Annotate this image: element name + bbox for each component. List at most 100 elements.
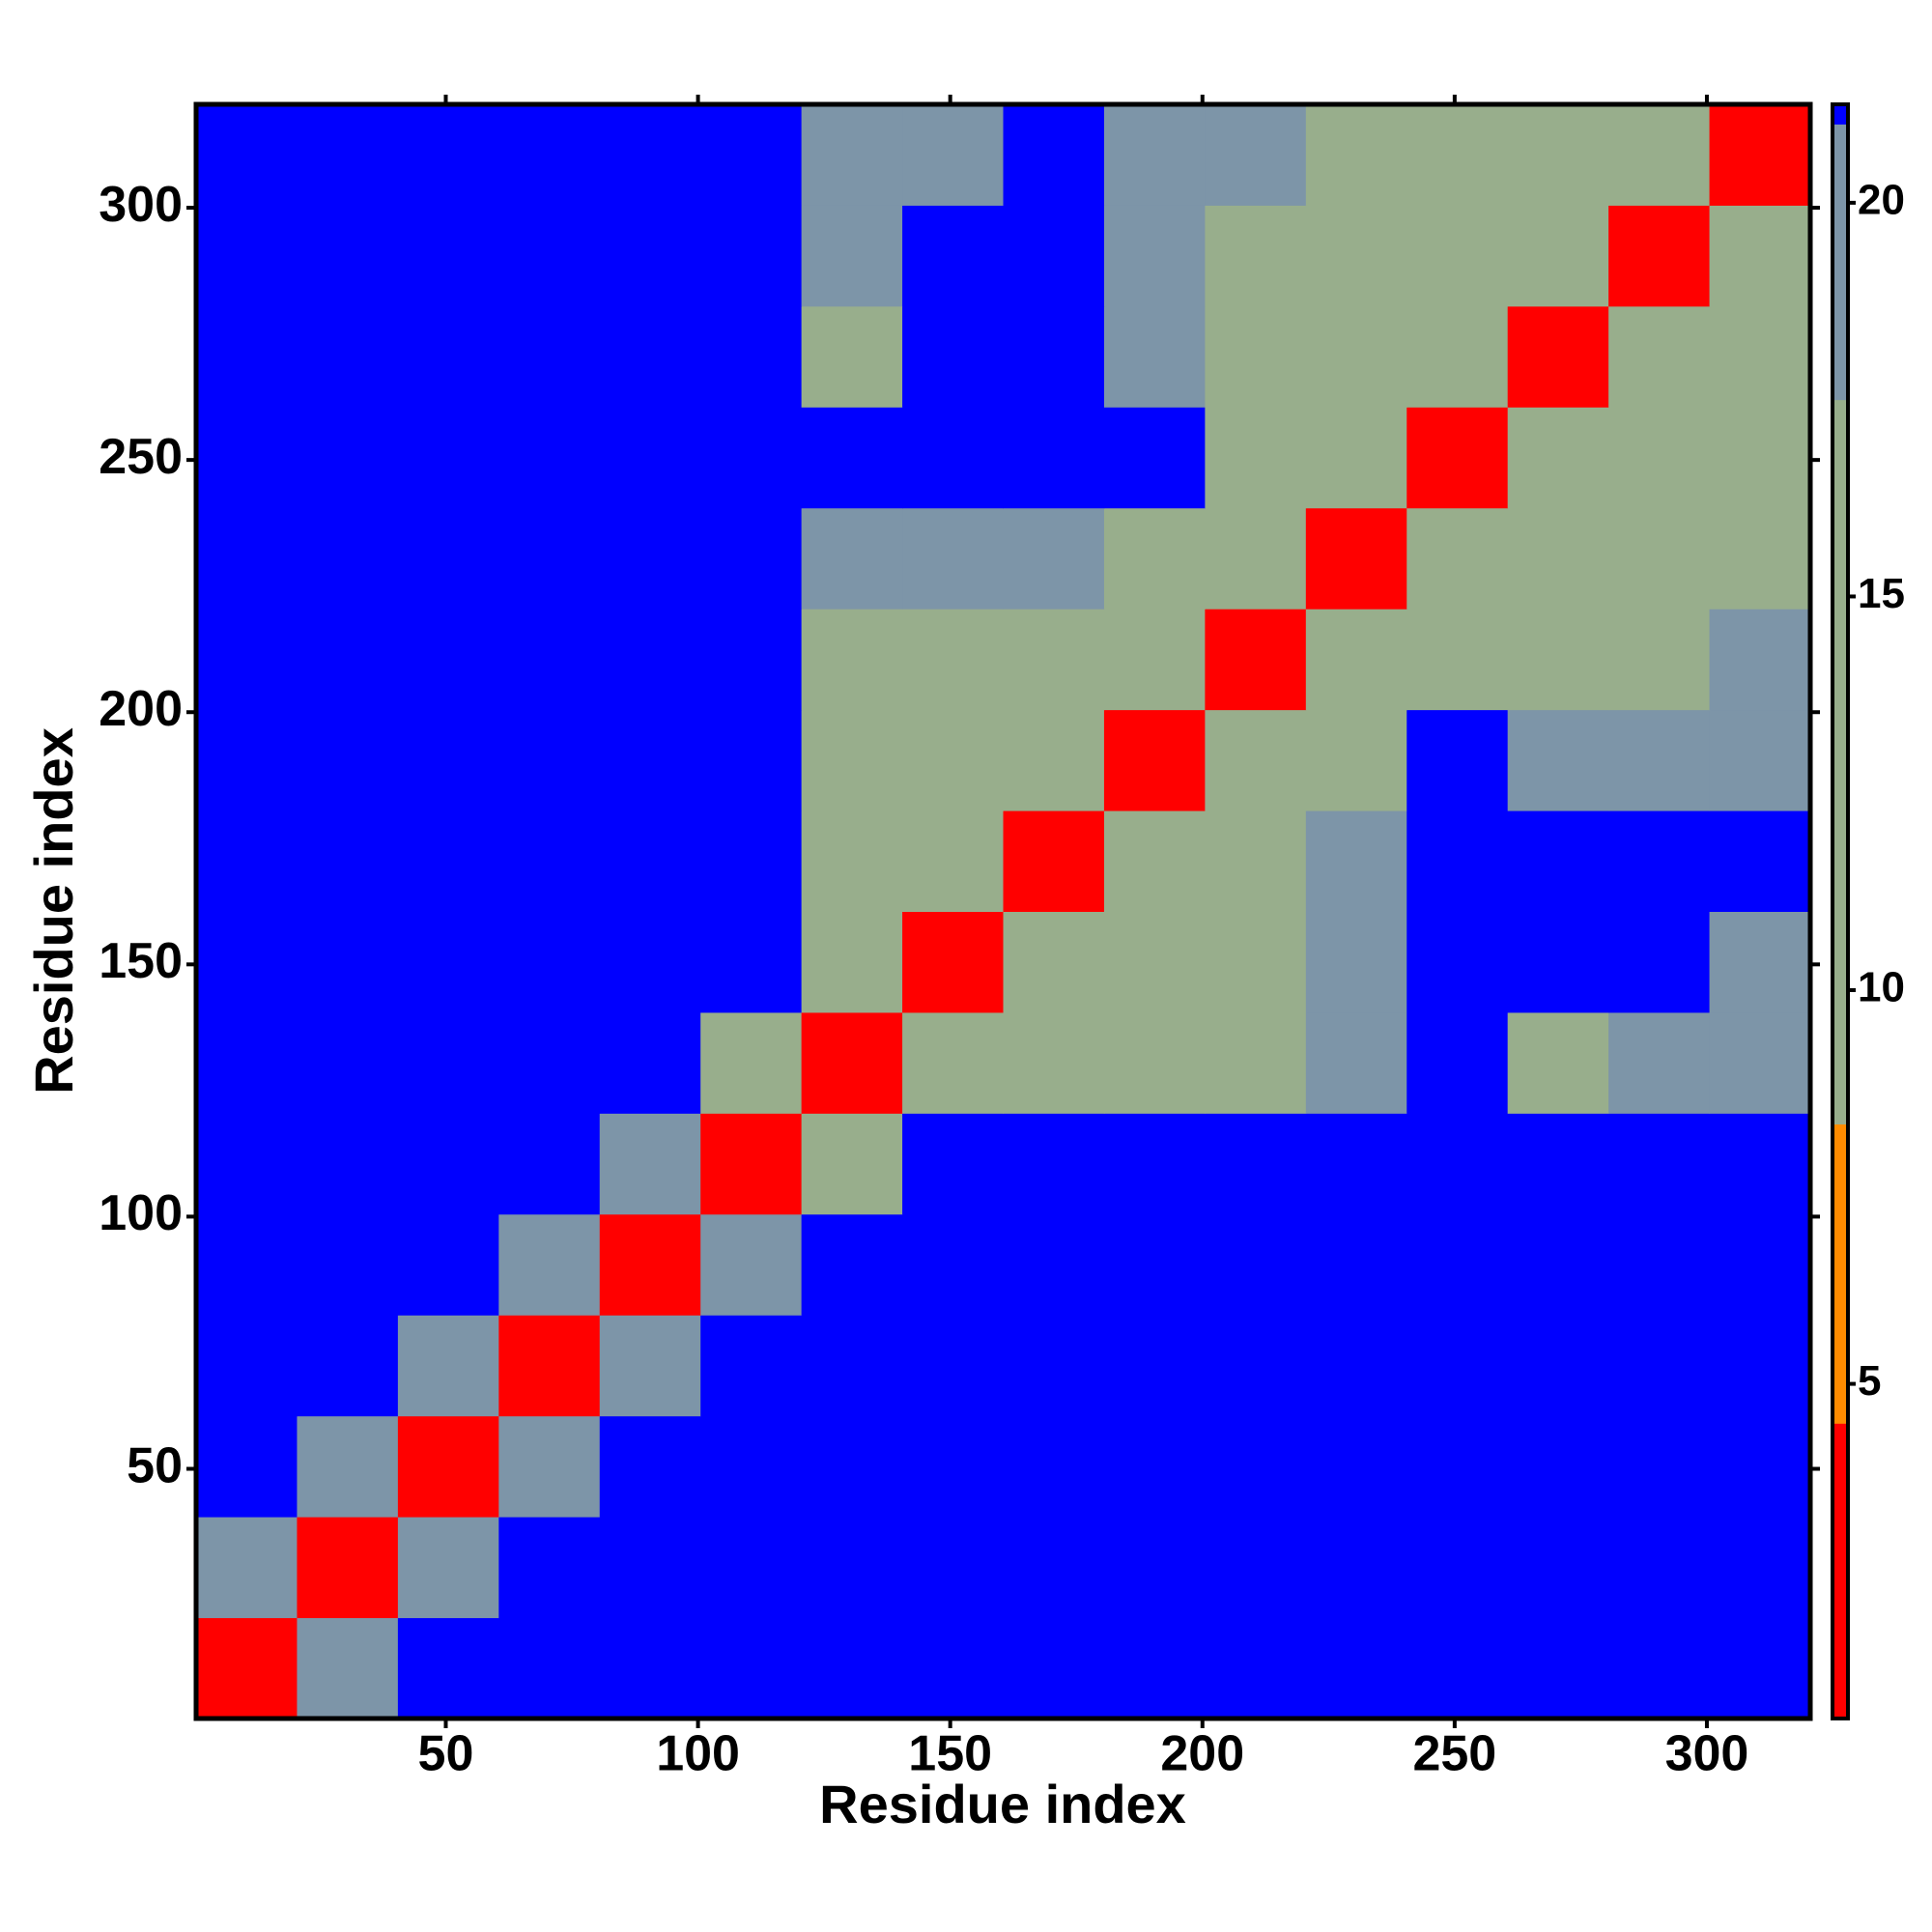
heatmap-cell: [196, 609, 298, 711]
heatmap-cell: [397, 709, 499, 811]
x-tick-label: 50: [418, 1726, 474, 1782]
heatmap-cell: [1205, 911, 1307, 1013]
heatmap-cell: [700, 1617, 803, 1719]
heatmap-cell: [498, 104, 601, 206]
heatmap-cell: [700, 1517, 803, 1619]
heatmap-cell: [1205, 810, 1307, 912]
heatmap-cell: [1406, 407, 1509, 509]
heatmap-cell: [700, 305, 803, 408]
heatmap-cell: [1003, 1213, 1105, 1316]
heatmap-cell: [1608, 104, 1711, 206]
plot-frame: [193, 101, 1813, 1721]
heatmap-cell: [1608, 305, 1711, 408]
heatmap-cell: [599, 1617, 701, 1719]
heatmap-cell: [599, 1315, 701, 1417]
heatmap-cell: [801, 609, 903, 711]
heatmap-cell: [1709, 305, 1811, 408]
heatmap-cell: [1305, 305, 1407, 408]
heatmap-cell: [297, 407, 399, 509]
heatmap-cell: [700, 1213, 803, 1316]
heatmap-cell: [1103, 1517, 1206, 1619]
heatmap-cell: [1205, 1315, 1307, 1417]
heatmap-cell: [599, 1415, 701, 1518]
heatmap-cell: [1507, 1315, 1609, 1417]
heatmap-cell: [1205, 1113, 1307, 1215]
heatmap-cell: [1709, 1617, 1811, 1719]
heatmap-cell: [902, 305, 1004, 408]
heatmap-cell: [1608, 1315, 1711, 1417]
heatmap-cell: [1507, 305, 1609, 408]
heatmap-cell: [1305, 1113, 1407, 1215]
heatmap-cell: [196, 1011, 298, 1114]
heatmap-cell: [801, 407, 903, 509]
heatmap-cell: [1103, 609, 1206, 711]
x-tick-label: 300: [1665, 1726, 1749, 1782]
heatmap-cell: [297, 1517, 399, 1619]
heatmap-cell: [1608, 1011, 1711, 1114]
heatmap-cell: [902, 1113, 1004, 1215]
heatmap-cell: [297, 507, 399, 610]
heatmap-cell: [1103, 1617, 1206, 1719]
heatmap-cell: [196, 1113, 298, 1215]
heatmap-cell: [1709, 1113, 1811, 1215]
heatmap-cell: [1205, 305, 1307, 408]
heatmap-cell: [1608, 205, 1711, 307]
heatmap-cell: [599, 810, 701, 912]
heatmap-cell: [902, 1517, 1004, 1619]
heatmap-cell: [902, 407, 1004, 509]
heatmap-cell: [297, 104, 399, 206]
heatmap-cell: [700, 1315, 803, 1417]
heatmap-cell: [1507, 1517, 1609, 1619]
heatmap-cell: [599, 305, 701, 408]
heatmap-cell: [1406, 1011, 1509, 1114]
heatmap-cell: [1003, 1113, 1105, 1215]
heatmap-cell: [599, 609, 701, 711]
heatmap-cell: [902, 609, 1004, 711]
heatmap-cell: [700, 507, 803, 610]
heatmap-cell: [1406, 709, 1509, 811]
heatmap-cell: [1103, 1213, 1206, 1316]
heatmap-cell: [801, 911, 903, 1013]
heatmap-cell: [1406, 305, 1509, 408]
heatmap-cell: [1608, 1517, 1711, 1619]
heatmap-cell: [599, 205, 701, 307]
heatmap-cell: [801, 1517, 903, 1619]
heatmap-cell: [1709, 1011, 1811, 1114]
heatmap-cell: [1608, 1617, 1711, 1719]
colorbar-segment: [1833, 124, 1848, 401]
heatmap-cell: [801, 709, 903, 811]
heatmap-cell: [1406, 1113, 1509, 1215]
x-tick-label: 250: [1412, 1726, 1496, 1782]
heatmap-cell: [196, 810, 298, 912]
heatmap-cell: [297, 1617, 399, 1719]
heatmap-cell: [700, 911, 803, 1013]
heatmap-cell: [1305, 810, 1407, 912]
heatmap-cell: [1608, 407, 1711, 509]
heatmap-cell: [1205, 1415, 1307, 1518]
heatmap-cell: [1608, 709, 1711, 811]
heatmap-cell: [297, 911, 399, 1013]
heatmap-cell: [700, 1011, 803, 1114]
heatmap-cell: [1103, 1315, 1206, 1417]
heatmap-cell: [801, 1315, 903, 1417]
heatmap-cell: [902, 1415, 1004, 1518]
heatmap-cell: [1103, 810, 1206, 912]
y-tick-label: 250: [99, 429, 183, 485]
heatmap-cell: [599, 104, 701, 206]
heatmap-cell: [397, 1113, 499, 1215]
heatmap-cell: [297, 709, 399, 811]
heatmap-cell: [1003, 1617, 1105, 1719]
heatmap-cell: [397, 1415, 499, 1518]
heatmap-cell: [801, 1213, 903, 1316]
heatmap-cell: [196, 104, 298, 206]
heatmap-cell: [297, 1011, 399, 1114]
colorbar-tick-label: 15: [1858, 570, 1905, 617]
heatmap-cell: [498, 709, 601, 811]
heatmap-cell: [498, 1517, 601, 1619]
heatmap-cell: [1003, 1415, 1105, 1518]
heatmap-cell: [1003, 911, 1105, 1013]
heatmap-cell: [1305, 1213, 1407, 1316]
heatmap-cell: [196, 407, 298, 509]
heatmap-cell: [1406, 205, 1509, 307]
heatmap-cell: [1406, 1315, 1509, 1417]
